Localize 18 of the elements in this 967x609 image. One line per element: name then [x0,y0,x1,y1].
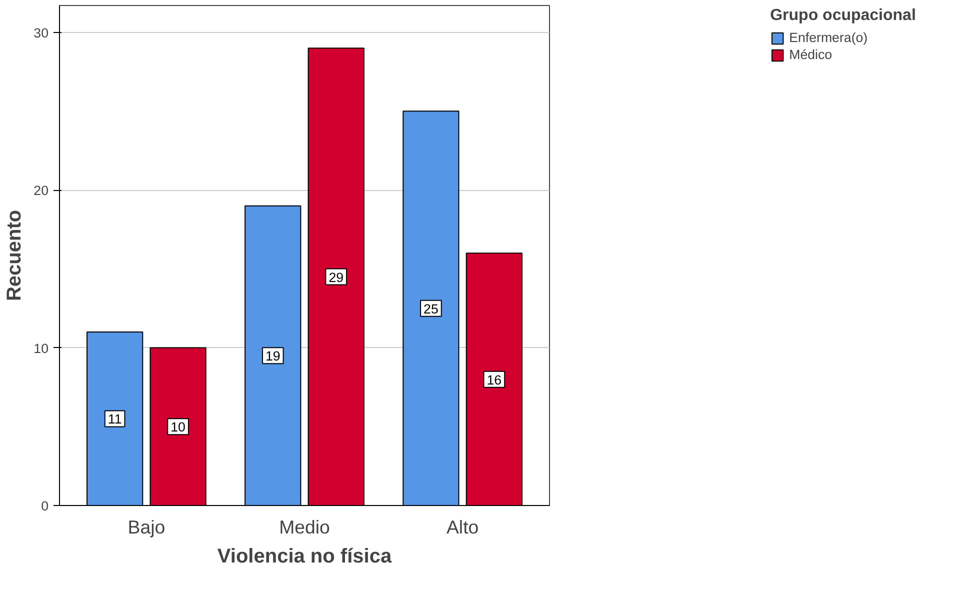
data-label: 16 [486,372,502,388]
x-tick-label: Bajo [128,516,166,538]
legend-title: Grupo ocupacional [770,7,916,25]
x-tick-label: Medio [279,516,330,538]
y-tick-label: 30 [34,25,49,40]
x-tick-label: Alto [446,516,479,538]
y-axis-title: Recuento [4,210,26,302]
data-label: 29 [328,270,344,285]
legend-label: Médico [789,47,832,62]
data-label: 25 [424,301,438,316]
legend-label: Enfermera(o) [789,30,868,45]
y-tick-label: 20 [34,183,49,198]
data-label: 10 [170,420,186,435]
x-axis-title: Violencia no física [217,546,392,568]
data-label: 11 [108,412,122,427]
data-label: 19 [265,348,280,364]
y-tick-label: 0 [41,498,49,514]
y-tick-label: 10 [34,340,49,356]
